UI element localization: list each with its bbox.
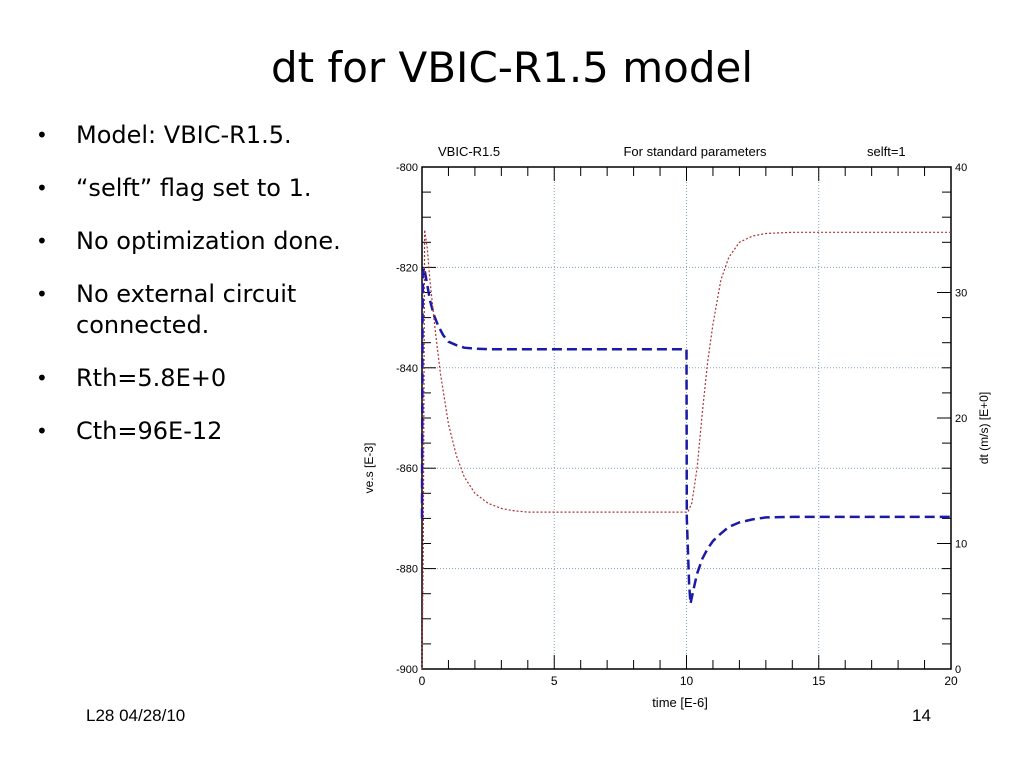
x-axis-label: time [E-6]: [652, 695, 708, 710]
bullet-text: “selft” flag set to 1.: [76, 174, 312, 202]
x-tick-label: 0: [419, 674, 426, 688]
bullet-dot-icon: •: [36, 176, 48, 200]
chart-header-model: VBIC-R1.5: [438, 144, 500, 159]
bullet-text: Rth=5.8E+0: [76, 364, 227, 392]
bullet-text: No optimization done.: [76, 227, 341, 255]
bullet-item: • “selft” flag set to 1.: [36, 173, 346, 204]
series-layer: [420, 229, 951, 670]
x-tick-label: 15: [812, 674, 826, 688]
bullet-text: Model: VBIC-R1.5.: [76, 121, 292, 149]
tick-layer: 0 5 10 15 20 -800 -820 -840 -860 -880 -900 40 30 20 10…: [396, 162, 967, 688]
bullet-dot-icon: •: [36, 229, 48, 253]
bullet-dot-icon: •: [36, 123, 48, 147]
chart-header-parameters: For standard parameters: [623, 144, 767, 159]
page-number: 14: [912, 706, 931, 725]
x-tick-label: 10: [680, 674, 694, 688]
bullet-dot-icon: •: [36, 419, 48, 443]
footer-date: L28 04/28/10: [86, 706, 186, 725]
y-right-tick-label: 10: [955, 539, 967, 551]
y-left-tick-label: -820: [396, 262, 418, 274]
bullet-item: • Model: VBIC-R1.5.: [36, 120, 346, 151]
line-chart: 0 5 10 15 20 -800 -820 -840 -860 -880 -900 40 30 20 10…: [362, 144, 991, 710]
bullet-item: • No external circuit connected.: [36, 279, 346, 341]
y-axis-left-label: ve.s [E-3]: [362, 443, 376, 494]
slide-title: dt for VBIC-R1.5 model: [270, 43, 754, 92]
y-axis-right-label: dt (m/s) [E+0]: [977, 392, 991, 464]
y-left-tick-label: -840: [396, 363, 418, 375]
y-right-tick-label: 0: [955, 664, 961, 676]
label-layer: VBIC-R1.5 For standard parameters selft=…: [362, 144, 991, 710]
x-tick-label: 5: [551, 674, 558, 688]
y-left-tick-label: -860: [396, 463, 418, 475]
y-right-tick-label: 40: [955, 162, 967, 174]
bullet-text: Cth=96E-12: [76, 417, 223, 445]
voltage-series-line: [420, 267, 951, 604]
bullet-list: • Model: VBIC-R1.5. • “selft” flag set to …: [36, 120, 346, 469]
y-left-tick-label: -800: [396, 162, 418, 174]
bullet-item: • Rth=5.8E+0: [36, 363, 346, 394]
y-left-tick-label: -900: [396, 664, 418, 676]
bullet-item: • No optimization done.: [36, 226, 346, 257]
bullet-dot-icon: •: [36, 366, 48, 390]
x-tick-label: 20: [944, 674, 958, 688]
y-right-tick-label: 20: [955, 413, 967, 425]
bullet-item: • Cth=96E-12: [36, 416, 346, 447]
y-left-tick-label: -880: [396, 564, 418, 576]
y-right-tick-label: 30: [955, 288, 967, 300]
bullet-text: No external circuit connected.: [76, 280, 297, 339]
chart-header-selft: selft=1: [867, 144, 906, 159]
bullet-dot-icon: •: [36, 282, 48, 306]
